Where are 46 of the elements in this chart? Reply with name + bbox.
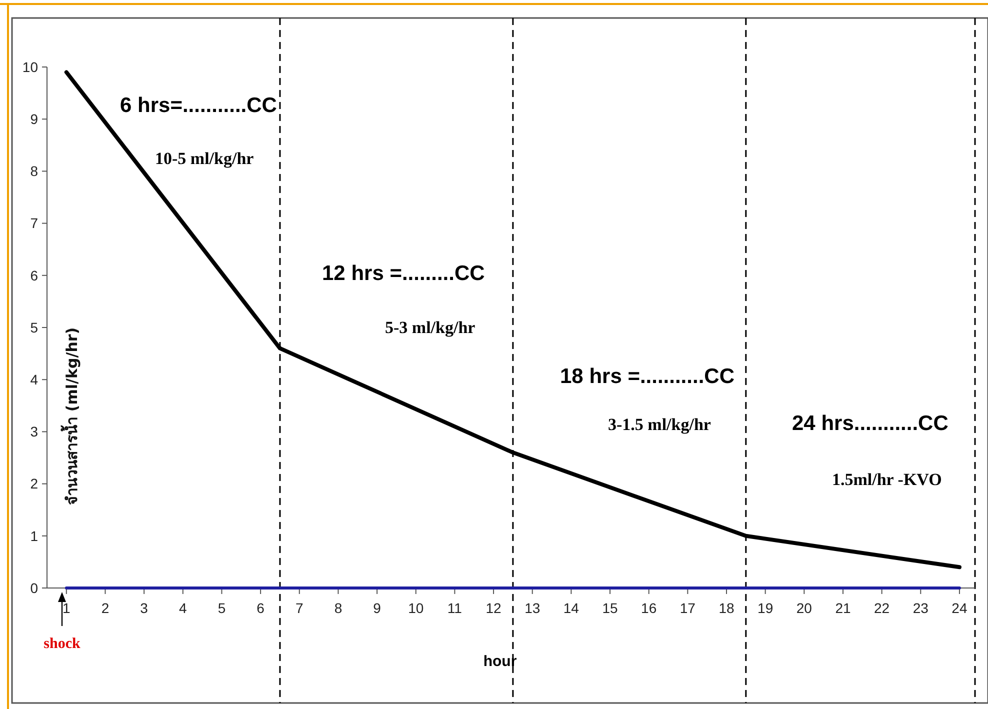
y-tick-label: 2 xyxy=(30,476,38,492)
y-axis-title: จำนวนสารน้ำ (ml/kg/hr) xyxy=(60,327,81,505)
y-tick-label: 5 xyxy=(30,319,38,336)
x-tick-label: 14 xyxy=(563,600,580,616)
y-tick-label: 0 xyxy=(30,580,38,596)
x-tick-label: 1 xyxy=(62,600,71,616)
y-tick-label: 1 xyxy=(30,528,38,544)
x-tick-label: 9 xyxy=(373,600,382,616)
x-tick-label: 6 xyxy=(256,600,265,616)
x-tick-label: 3 xyxy=(140,600,148,616)
x-tick-label: 10 xyxy=(408,600,424,616)
x-tick-label: 8 xyxy=(334,600,342,616)
x-tick-label: 20 xyxy=(796,600,812,616)
annotation: 12 hrs =.........CC xyxy=(322,262,485,285)
y-tick-label: 4 xyxy=(30,372,38,388)
x-tick-label: 7 xyxy=(295,600,304,616)
x-tick-label: 17 xyxy=(680,600,696,616)
x-tick-label: 4 xyxy=(179,600,187,616)
x-tick-label: 22 xyxy=(874,600,890,616)
x-tick-label: 18 xyxy=(718,600,734,616)
x-tick-label: 11 xyxy=(447,600,462,616)
annotation: 24 hrs...........CC xyxy=(792,412,948,435)
y-tick-label: 6 xyxy=(30,267,38,284)
annotation: 1.5ml/hr -KVO xyxy=(832,470,942,489)
annotation: 10-5 ml/kg/hr xyxy=(155,149,254,168)
annotation: 3-1.5 ml/kg/hr xyxy=(608,415,712,434)
x-axis-title: hour xyxy=(483,653,517,670)
x-tick-label: 24 xyxy=(952,600,968,616)
x-tick-label: 2 xyxy=(101,600,110,616)
y-tick-label: 7 xyxy=(30,215,38,232)
y-tick-label: 8 xyxy=(30,163,38,180)
y-tick-label: 3 xyxy=(30,424,38,440)
y-tick-label: 10 xyxy=(22,58,38,75)
text: shock xyxy=(44,636,81,652)
x-tick-label: 13 xyxy=(524,600,540,616)
annotation: 5-3 ml/kg/hr xyxy=(385,318,476,337)
x-tick-label: 19 xyxy=(758,600,774,616)
x-tick-label: 15 xyxy=(602,600,618,616)
x-tick-label: 12 xyxy=(486,600,502,616)
x-tick-label: 21 xyxy=(835,600,851,616)
x-tick-label: 16 xyxy=(641,600,657,616)
y-tick-label: 9 xyxy=(30,111,38,127)
annotation: 6 hrs=...........CC xyxy=(120,94,277,117)
x-tick-label: 5 xyxy=(218,600,226,616)
x-tick-label: 23 xyxy=(912,600,929,616)
annotation: 18 hrs =...........CC xyxy=(560,365,734,388)
